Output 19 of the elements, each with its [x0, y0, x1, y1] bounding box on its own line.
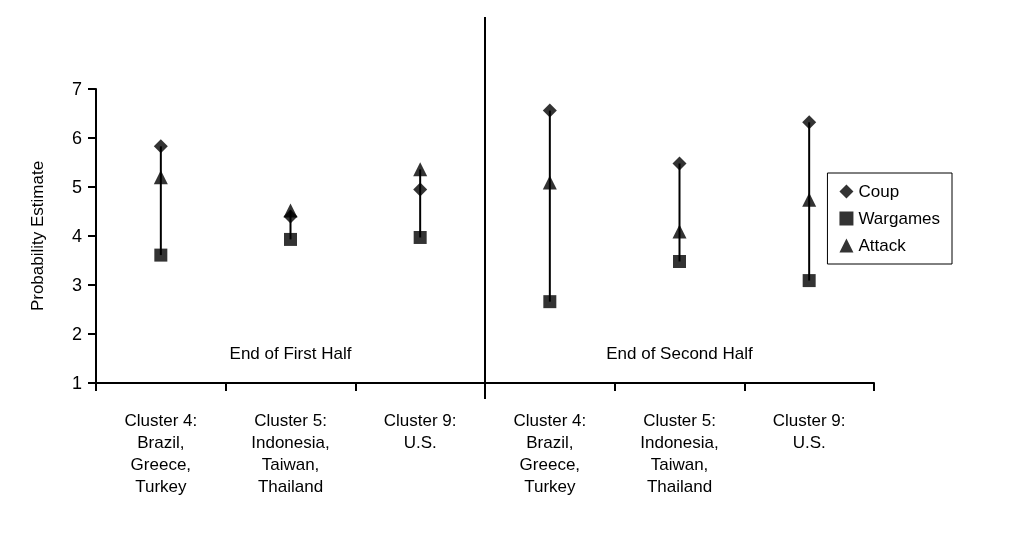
x-tick-label: Cluster 9: U.S. [772, 410, 846, 452]
x-tick-label: Cluster 5: Indonesia, Taiwan, Thailand [251, 410, 330, 496]
x-tick-label: Cluster 4: Brazil, Greece, Turkey [513, 410, 587, 496]
y-axis-title: Probability Estimate [28, 160, 47, 312]
y-tick-label: 4 [71, 226, 82, 246]
y-tick-label: 6 [71, 128, 82, 148]
y-tick-label: 7 [71, 79, 82, 99]
legend-label: Coup [858, 182, 900, 201]
legend-label: Attack [858, 236, 907, 255]
y-tick-label: 5 [71, 177, 82, 197]
annotation: End of First Half [229, 344, 352, 364]
x-tick-label: Cluster 9: U.S. [383, 410, 457, 452]
y-tick-label: 2 [71, 324, 82, 344]
annotation: End of Second Half [606, 344, 754, 364]
x-tick-label: Cluster 5: Indonesia, Taiwan, Thailand [640, 410, 719, 496]
legend-label: Wargames [858, 209, 941, 228]
y-tick-label: 3 [71, 275, 82, 295]
y-tick-label: 1 [71, 373, 82, 393]
x-tick-label: Cluster 4: Brazil, Greece, Turkey [124, 410, 198, 496]
